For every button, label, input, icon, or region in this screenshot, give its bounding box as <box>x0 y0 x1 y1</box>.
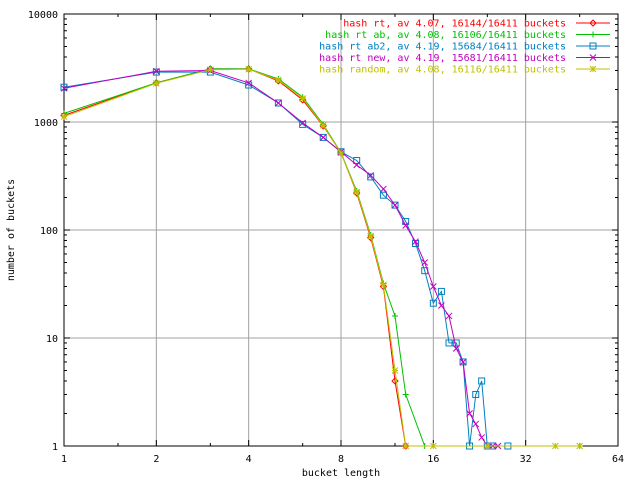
x-tick-label: 64 <box>612 454 624 465</box>
legend-item: hash random, av 4.08, 16116/16411 bucket… <box>319 65 610 76</box>
data-point <box>367 233 375 242</box>
data-point <box>367 172 375 179</box>
data-point <box>275 99 282 107</box>
x-tick-label: 32 <box>520 454 532 465</box>
data-point <box>380 281 387 289</box>
data-point <box>299 119 307 127</box>
y-tick-label: 10000 <box>28 10 58 21</box>
x-tick-label: 16 <box>427 454 439 465</box>
data-point <box>274 99 282 107</box>
data-point <box>319 133 327 141</box>
series-group <box>60 65 584 450</box>
x-tick-label: 1 <box>61 454 67 465</box>
legend-marker <box>590 31 596 38</box>
legend-label: hash rt, av 4.07, 16144/16411 buckets <box>343 19 566 30</box>
data-point <box>402 222 410 229</box>
data-point <box>421 259 429 266</box>
data-point <box>459 358 467 366</box>
y-axis-title: number of buckets <box>6 179 17 281</box>
data-point <box>437 287 445 295</box>
data-point <box>353 188 361 196</box>
data-point <box>483 442 491 450</box>
series-line <box>63 69 498 447</box>
series-line <box>63 71 508 447</box>
series-5 <box>60 65 584 450</box>
data-point <box>60 113 68 121</box>
data-point <box>152 79 160 87</box>
data-point <box>452 339 460 347</box>
legend-marker <box>589 42 597 50</box>
y-tick-label: 100 <box>40 226 58 237</box>
data-point <box>337 149 345 157</box>
data-point <box>412 238 419 246</box>
data-point <box>402 391 409 398</box>
data-point <box>245 79 253 87</box>
data-point <box>206 66 214 74</box>
x-tick-label: 8 <box>338 454 344 465</box>
data-point <box>438 302 445 309</box>
series-3 <box>60 68 512 450</box>
data-point <box>275 76 282 84</box>
data-point <box>245 65 253 73</box>
legend-item: hash rt ab2, av 4.19, 15684/16411 bucket… <box>319 42 610 53</box>
data-point <box>472 390 480 398</box>
data-point <box>445 312 453 320</box>
data-point <box>391 367 399 374</box>
data-point <box>452 345 460 352</box>
series-4 <box>60 67 502 450</box>
legend-label: hash rt ab2, av 4.19, 15684/16411 bucket… <box>319 42 566 53</box>
data-point <box>391 377 399 385</box>
x-axis-title: bucket length <box>302 468 380 479</box>
data-point <box>478 377 486 385</box>
data-point <box>576 442 584 450</box>
data-point <box>391 201 399 209</box>
data-point <box>353 161 361 169</box>
data-point <box>478 434 486 441</box>
data-point <box>367 173 375 181</box>
legend-item: hash rt ab, av 4.08, 16106/16411 buckets <box>325 30 610 41</box>
data-point <box>319 122 327 129</box>
data-point <box>429 283 437 290</box>
data-point <box>445 339 453 347</box>
legend-item: hash rt, av 4.07, 16144/16411 buckets <box>343 19 610 30</box>
data-point <box>380 185 387 193</box>
data-point <box>392 312 399 319</box>
legend-item: hash rt new, av 4.19, 15681/16411 bucket… <box>319 53 610 64</box>
axis-ticks: 1 2 4 8 16 32 64 1 10 100 1000 10000 <box>28 10 624 465</box>
legend-label: hash rt new, av 4.19, 15681/16411 bucket… <box>319 53 566 64</box>
data-point <box>152 67 160 75</box>
data-point <box>402 442 410 450</box>
data-point <box>472 420 480 428</box>
legend: hash rt, av 4.07, 16144/16411 bucketshas… <box>319 19 610 76</box>
data-point <box>60 83 68 91</box>
y-tick-label: 1 <box>52 442 58 453</box>
x-tick-label: 4 <box>246 454 252 465</box>
data-point <box>429 442 437 450</box>
x-tick-label: 2 <box>153 454 159 465</box>
grid <box>64 14 618 446</box>
data-point <box>353 157 361 165</box>
legend-marker <box>589 19 597 27</box>
series-line <box>63 68 407 447</box>
series-1 <box>60 65 410 450</box>
data-point <box>466 410 473 417</box>
y-tick-label: 1000 <box>34 118 58 129</box>
data-point <box>412 239 420 247</box>
data-point <box>299 95 307 102</box>
data-point <box>379 191 387 199</box>
data-point <box>379 282 388 291</box>
data-point <box>367 232 375 240</box>
legend-label: hash rt ab, av 4.08, 16106/16411 buckets <box>325 30 566 41</box>
data-point <box>319 134 327 141</box>
legend-marker <box>589 65 597 73</box>
y-tick-label: 10 <box>46 334 58 345</box>
legend-marker <box>589 54 597 61</box>
data-point <box>60 84 68 92</box>
data-point <box>391 201 399 209</box>
data-point <box>552 442 559 450</box>
legend-label: hash random, av 4.08, 16116/16411 bucket… <box>319 65 566 76</box>
data-point <box>429 299 437 307</box>
